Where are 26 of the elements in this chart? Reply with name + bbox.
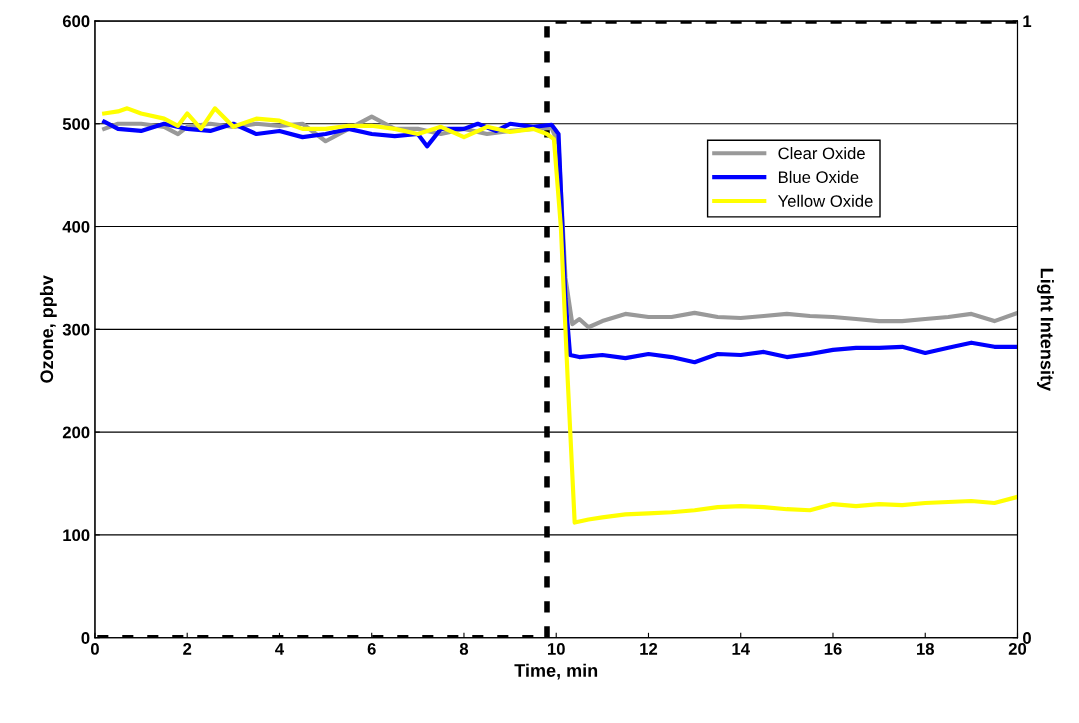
x-tick-label: 4: [275, 643, 285, 655]
y-axis-title: Ozone, ppbv: [39, 275, 57, 383]
y2-tick-label: 0: [1023, 632, 1031, 644]
x-tick-label: 2: [183, 642, 192, 655]
x-tick-label: 16: [824, 642, 842, 655]
line-series: [102, 106, 1018, 525]
y-tick-label: 600: [62, 15, 90, 28]
x-tick-label: 12: [640, 642, 658, 655]
legend-label: Yellow Oxide: [777, 194, 873, 207]
x-axis-title: Time, min: [514, 663, 598, 680]
x-tick-label: 18: [917, 642, 934, 655]
x-tick-label: 0: [90, 642, 99, 655]
y-tick-label: 0: [81, 632, 90, 644]
x-tick-label: 14: [732, 643, 750, 655]
y2-tick-label: 1: [1023, 15, 1032, 28]
x-tick-label: 8: [459, 642, 469, 655]
y-tick-label: 100: [63, 529, 90, 542]
legend-label: Blue Oxide: [778, 170, 859, 184]
y2-axis-title: Light Intensity: [1036, 268, 1054, 391]
x-tick-label: 10: [548, 642, 565, 655]
y-tick-label: 300: [62, 323, 90, 336]
y-tick-label: 400: [62, 220, 90, 233]
x-tick-label: 6: [367, 642, 376, 655]
legend-label: Clear Oxide: [778, 146, 865, 160]
y-tick-label: 200: [62, 426, 90, 439]
y-tick-label: 500: [62, 118, 90, 130]
